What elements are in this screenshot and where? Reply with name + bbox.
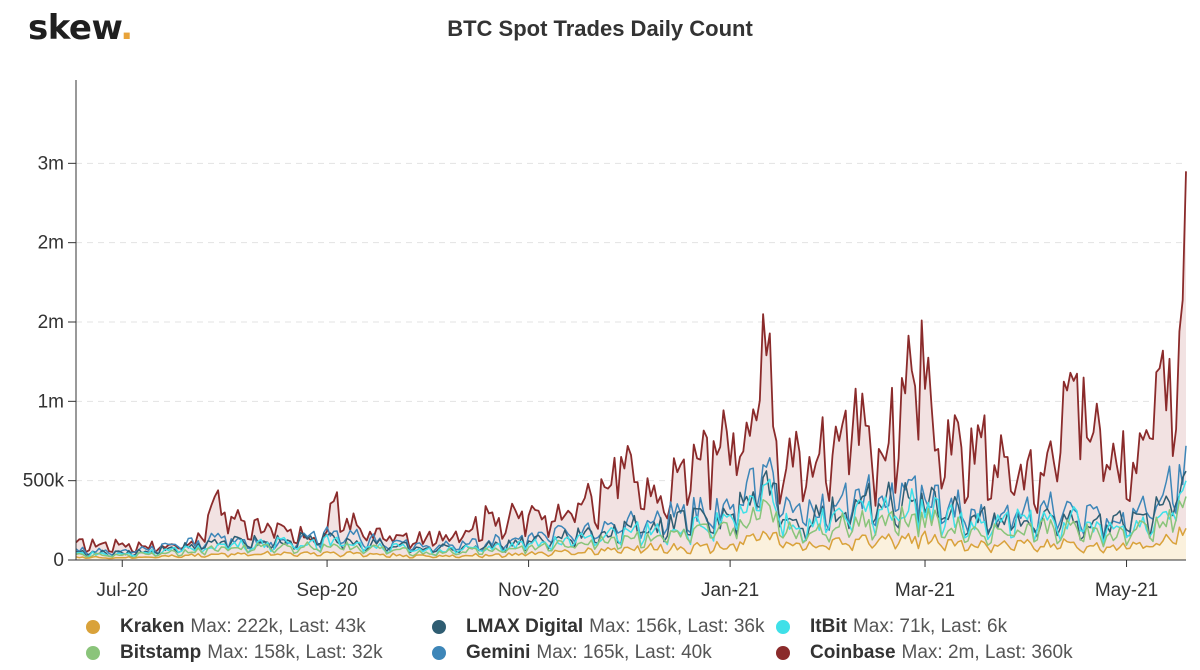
legend-item-lmax-digital[interactable]: LMAX Digital Max: 156k, Last: 36k: [432, 614, 765, 640]
x-tick-label: May-21: [1095, 580, 1158, 601]
legend-stat: Max: 71k, Last: 6k: [852, 616, 1008, 637]
x-tick-label: Jul-20: [96, 580, 148, 601]
legend-item-itbit[interactable]: ItBit Max: 71k, Last: 6k: [776, 614, 1007, 640]
chart-title: BTC Spot Trades Daily Count: [447, 16, 753, 41]
legend-dot-icon: [432, 620, 446, 634]
series-line-kraken: [75, 526, 1187, 560]
x-tick-label: Nov-20: [498, 580, 559, 601]
legend-name: Kraken: [120, 616, 185, 637]
legend-name: Gemini: [466, 642, 531, 663]
legend-item-coinbase[interactable]: Coinbase Max: 2m, Last: 360k: [776, 640, 1073, 666]
series-line-coinbase: [75, 171, 1187, 554]
legend-dot-icon: [432, 646, 446, 660]
x-tick-label: Mar-21: [895, 580, 955, 601]
legend-name: Coinbase: [810, 642, 896, 663]
legend-item-bitstamp[interactable]: Bitstamp Max: 158k, Last: 32k: [86, 640, 383, 666]
legend-stat: Max: 222k, Last: 43k: [190, 616, 366, 637]
series-line-bitstamp: [75, 496, 1187, 559]
logo-text: skew: [28, 8, 121, 48]
legend-dot-icon: [776, 620, 790, 634]
x-tick-label: Jan-21: [701, 580, 759, 601]
series-line-itbit: [75, 478, 1187, 558]
series-line-lmax-digital: [75, 470, 1187, 558]
legend-item-gemini[interactable]: Gemini Max: 165k, Last: 40k: [432, 640, 712, 666]
legend-stat: Max: 158k, Last: 32k: [207, 642, 383, 663]
y-tick-label: 0: [53, 550, 64, 571]
chart-legend: Kraken Max: 222k, Last: 43k LMAX Digital Ma…: [86, 614, 1196, 670]
y-tick-label: 500k: [23, 471, 65, 492]
y-tick-label: 3m: [38, 153, 64, 174]
legend-stat: Max: 165k, Last: 40k: [536, 642, 712, 663]
legend-name: Bitstamp: [120, 642, 202, 663]
legend-name: LMAX Digital: [466, 616, 584, 637]
skew-logo: skew.: [28, 8, 133, 48]
y-tick-label: 2m: [38, 312, 64, 333]
legend-item-kraken[interactable]: Kraken Max: 222k, Last: 43k: [86, 614, 366, 640]
area-coinbase: [76, 171, 1186, 561]
legend-dot-icon: [776, 646, 790, 660]
legend-dot-icon: [86, 620, 100, 634]
legend-stat: Max: 2m, Last: 360k: [901, 642, 1073, 663]
legend-dot-icon: [86, 646, 100, 660]
legend-name: ItBit: [810, 616, 847, 637]
x-tick-label: Sep-20: [296, 580, 357, 601]
logo-dot: .: [120, 8, 133, 48]
chart-canvas: 0 500k 1m 2m 2m 3m Jul-20 Sep-20 Nov-20 Jan-21 Mar…: [23, 80, 1187, 601]
y-tick-label: 1m: [38, 391, 64, 412]
y-tick-label: 2m: [38, 233, 64, 254]
legend-stat: Max: 156k, Last: 36k: [589, 616, 765, 637]
